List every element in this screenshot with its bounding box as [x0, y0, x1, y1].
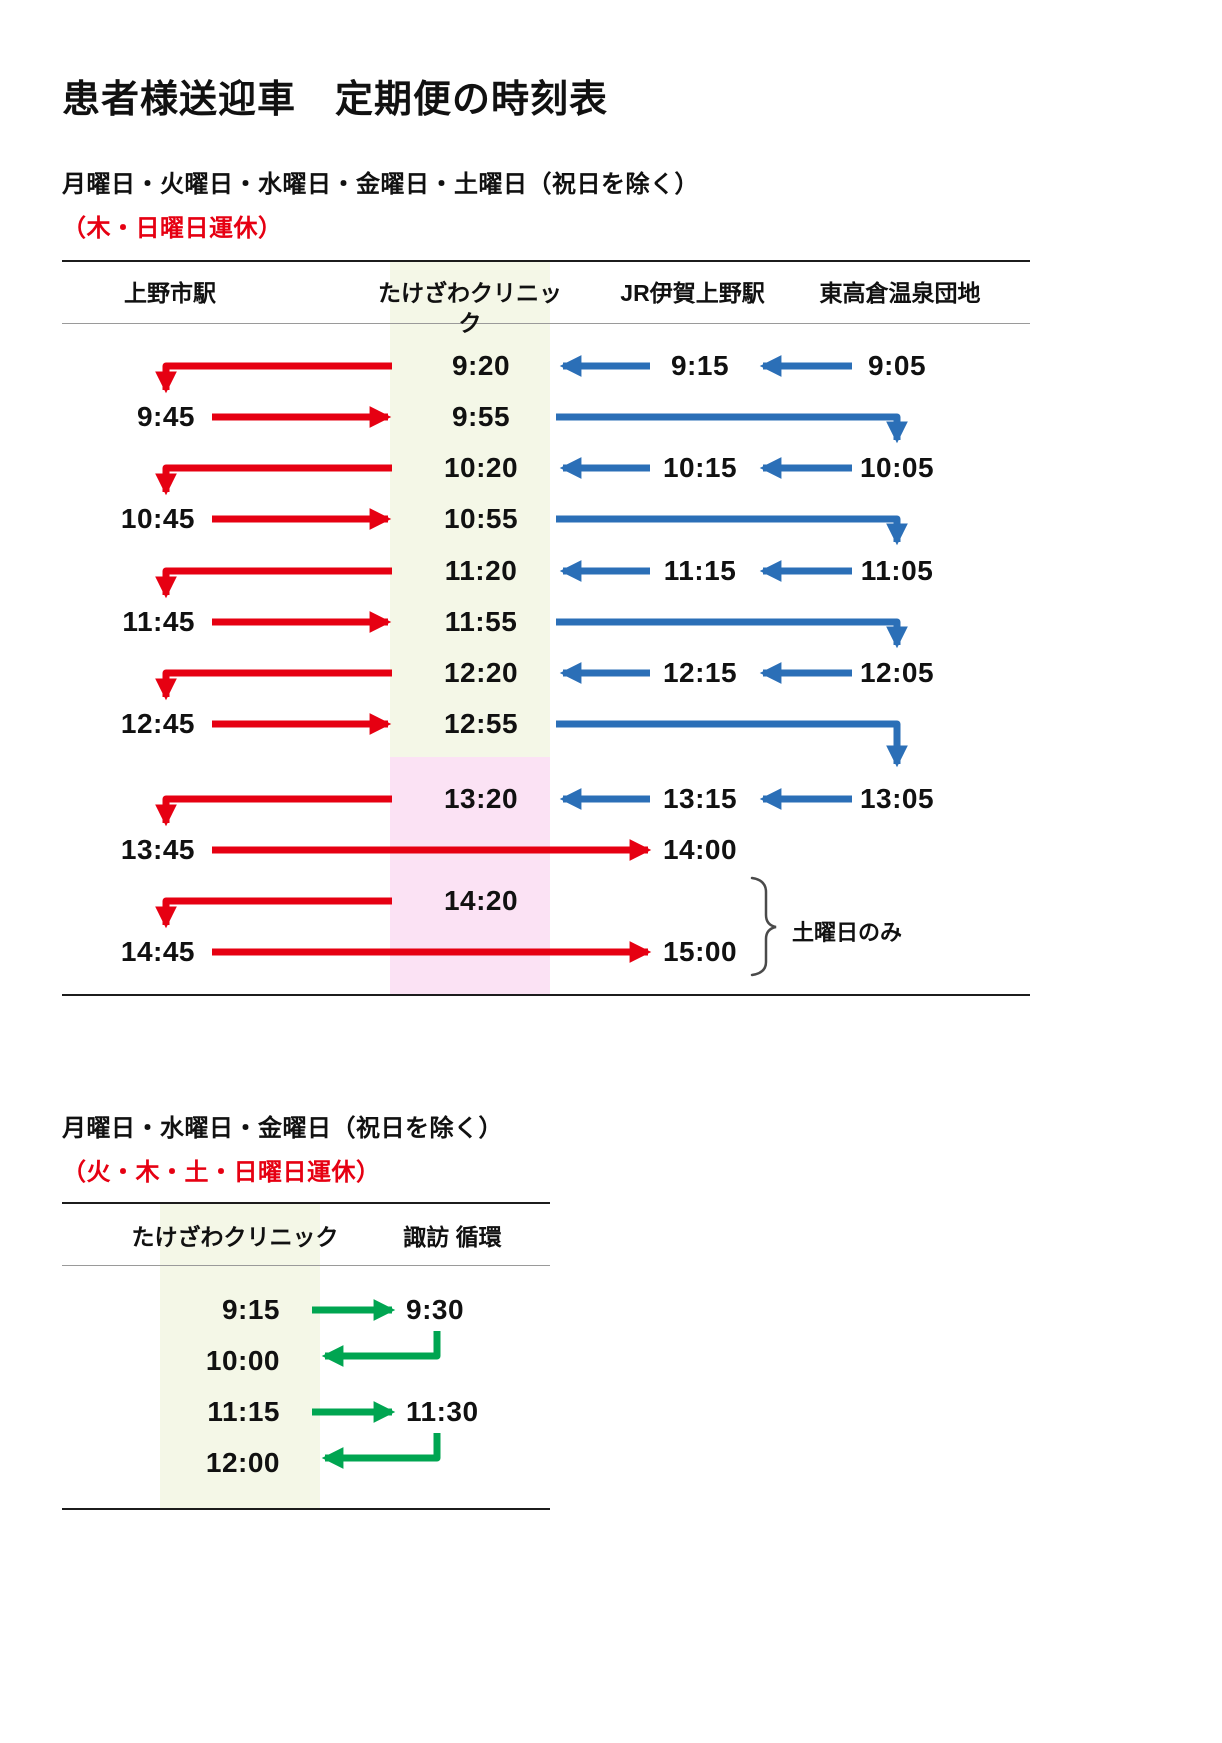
time-jr-0915: 9:15 [670, 350, 730, 381]
time-clinic-1220: 12:20 [443, 657, 519, 688]
arrow-red-clinic-ueno-r11 [155, 897, 392, 929]
arrow-blue-clinic-takakura-r2 [556, 413, 908, 444]
column-header-higashitakakura: 東高倉温泉団地 [819, 280, 981, 306]
table2-bottom-rule [62, 1508, 550, 1510]
column-header-ueno-station: 上野市駅 [124, 280, 216, 306]
time-clinic-0920: 9:20 [451, 350, 511, 381]
arrow-red-clinic-ueno-r9 [155, 795, 392, 827]
arrow-blue-clinic-takakura-r8 [556, 720, 908, 768]
time-s2-clinic-0915: 9:15 [221, 1294, 280, 1325]
time-jr-1115: 11:15 [663, 555, 737, 586]
time-ueno-1445: 14:45 [120, 936, 195, 967]
column-header-jr-iga-ueno: JR伊賀上野駅 [620, 280, 765, 306]
time-takakura-1005: 10:05 [859, 452, 935, 483]
time-clinic-1155: 11:55 [444, 606, 518, 637]
time-clinic-1420: 14:20 [443, 885, 519, 916]
time-jr-1315: 13:15 [662, 783, 738, 814]
clinic-column-highlight-morning [390, 262, 550, 757]
schedule2-days: 月曜日・水曜日・金曜日（祝日を除く） [62, 1115, 503, 1142]
time-jr-1215: 12:15 [662, 657, 738, 688]
arrow-red-clinic-ueno-r7 [155, 669, 392, 701]
page-title: 患者様送迎車 定期便の時刻表 [62, 79, 609, 121]
time-clinic-0955: 9:55 [451, 401, 511, 432]
column-header-suwa-loop: 諏訪 循環 [403, 1224, 502, 1250]
schedule2-closed-note: （火・木・土・日曜日運休） [62, 1159, 381, 1186]
time-ueno-1345: 13:45 [120, 834, 195, 865]
time-ueno-1245: 12:45 [120, 708, 195, 739]
table1-header-rule [62, 323, 1030, 324]
time-clinic-1320: 13:20 [443, 783, 519, 814]
column-header-takezawa-clinic: たけざわクリニック [378, 280, 562, 336]
time-jr-1400: 14:00 [662, 834, 738, 865]
arrow-green-suwa-clinic-r2 [321, 1331, 441, 1367]
time-jr-1015: 10:15 [662, 452, 738, 483]
time-ueno-1045: 10:45 [120, 503, 195, 534]
time-takakura-1305: 13:05 [859, 783, 935, 814]
time-ueno-0945: 9:45 [136, 401, 195, 432]
time-ueno-1145: 11:45 [122, 606, 195, 637]
time-clinic-1055: 10:55 [443, 503, 519, 534]
time-takakura-1105: 11:05 [860, 555, 934, 586]
time-clinic-1120: 11:20 [444, 555, 518, 586]
time-jr-1500: 15:00 [662, 936, 738, 967]
arrow-green-suwa-clinic-r4 [321, 1433, 441, 1469]
time-s2-clinic-1000: 10:00 [205, 1345, 280, 1376]
arrow-blue-clinic-takakura-r6 [556, 618, 908, 649]
time-takakura-0905: 9:05 [867, 350, 927, 381]
table2-header-rule [62, 1265, 550, 1266]
time-s2-clinic-1200: 12:00 [205, 1447, 280, 1478]
arrow-blue-clinic-takakura-r4 [556, 515, 908, 546]
time-takakura-1205: 12:05 [859, 657, 935, 688]
arrow-red-clinic-ueno-r5 [155, 567, 392, 599]
table1-bottom-rule [62, 994, 1030, 996]
table2-top-rule [62, 1202, 550, 1204]
clinic-column-highlight-suwa [160, 1204, 320, 1509]
column-header-takezawa-clinic-2: たけざわクリニック [131, 1224, 339, 1250]
arrow-red-clinic-ueno-r3 [155, 464, 392, 496]
arrow-red-clinic-ueno-r1 [155, 362, 392, 394]
time-clinic-1255: 12:55 [443, 708, 519, 739]
saturday-only-note: 土曜日のみ [792, 920, 903, 945]
time-clinic-1020: 10:20 [443, 452, 519, 483]
time-s2-suwa-0930: 9:30 [406, 1294, 465, 1325]
schedule1-closed-note: （木・日曜日運休） [62, 215, 283, 242]
schedule1-days: 月曜日・火曜日・水曜日・金曜日・土曜日（祝日を除く） [62, 171, 699, 198]
time-s2-clinic-1115: 11:15 [207, 1396, 280, 1427]
table1-top-rule [62, 260, 1030, 262]
time-s2-suwa-1130: 11:30 [406, 1396, 479, 1427]
